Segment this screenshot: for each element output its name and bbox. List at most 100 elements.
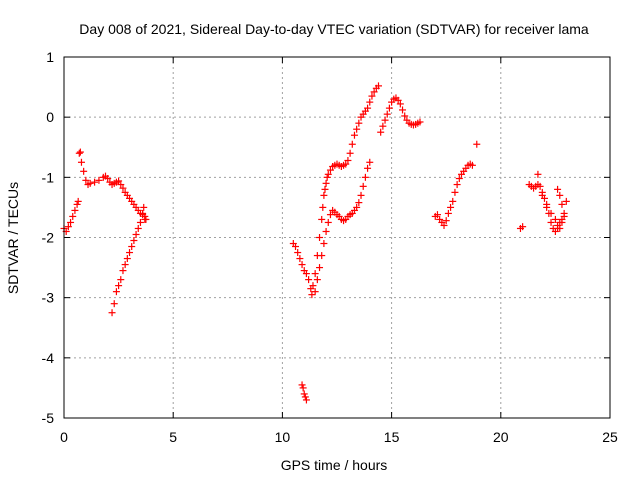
data-point [302, 270, 310, 278]
data-point [364, 104, 372, 112]
data-point [442, 217, 450, 225]
data-point [562, 197, 570, 205]
y-axis-label: SDTVAR / TECUs [5, 182, 21, 294]
x-tick-label: 0 [60, 429, 68, 445]
y-tick-label: 1 [46, 49, 54, 65]
data-point [141, 215, 149, 223]
data-points [60, 82, 570, 404]
data-point [64, 223, 72, 231]
data-point [551, 215, 559, 223]
data-point [401, 112, 409, 120]
x-tick-label: 10 [275, 429, 291, 445]
data-point [353, 125, 361, 133]
y-tick-label: -2 [42, 230, 55, 246]
data-point [519, 223, 527, 231]
data-point [82, 176, 90, 184]
data-point [301, 393, 309, 401]
data-point [110, 300, 118, 308]
data-point [134, 224, 142, 232]
data-point [318, 252, 326, 260]
data-point [316, 234, 324, 241]
data-point [560, 209, 568, 217]
data-point [126, 249, 134, 257]
x-axis-label: GPS time / hours [281, 457, 388, 473]
data-point [104, 175, 112, 183]
data-point [76, 148, 84, 156]
data-point [342, 160, 350, 168]
y-tick-label: 0 [46, 109, 54, 125]
data-point [321, 185, 329, 193]
data-point [366, 158, 374, 166]
data-point [379, 122, 387, 130]
data-point [366, 98, 374, 106]
data-point [305, 276, 313, 284]
y-tick-label: -5 [42, 410, 55, 426]
data-point [313, 276, 321, 284]
data-point [324, 218, 332, 226]
data-point [350, 131, 358, 139]
data-point [299, 384, 307, 392]
data-point [394, 96, 402, 104]
data-point [554, 185, 562, 193]
data-point [311, 288, 319, 296]
data-point [449, 197, 457, 205]
data-point [309, 282, 317, 290]
data-point [86, 179, 94, 187]
data-point [320, 191, 328, 199]
data-point [385, 104, 393, 112]
x-tick-label: 5 [169, 429, 177, 445]
data-point [132, 230, 140, 238]
data-point [119, 184, 127, 192]
data-point [292, 243, 300, 251]
data-point [130, 237, 138, 245]
data-point [296, 255, 304, 263]
data-point [455, 175, 463, 183]
data-point [123, 255, 131, 263]
x-tick-label: 25 [602, 429, 618, 445]
data-point [451, 188, 459, 196]
data-point [316, 264, 324, 272]
chart-title: Day 008 of 2021, Sidereal Day-to-day VTE… [79, 21, 589, 37]
data-point [359, 182, 367, 190]
data-point [112, 288, 120, 296]
data-point [377, 128, 385, 136]
x-tick-label: 20 [493, 429, 509, 445]
data-point [117, 181, 125, 189]
data-point [447, 203, 455, 211]
data-point [547, 209, 555, 217]
data-point [322, 179, 330, 187]
axis-ticks: 0 5 10 15 20 25 -5 -4 -3 -2 -1 0 1 [42, 49, 618, 445]
x-tick-label: 15 [384, 429, 400, 445]
y-tick-label: -1 [42, 169, 55, 185]
data-point [91, 178, 99, 186]
data-point [547, 218, 555, 226]
data-point [396, 100, 404, 108]
data-point [440, 221, 448, 229]
data-point [346, 149, 354, 157]
data-point [364, 164, 372, 172]
data-point [473, 140, 481, 148]
data-point [357, 191, 365, 199]
data-point [453, 181, 461, 189]
grid-lines [64, 57, 610, 418]
data-point [67, 218, 75, 226]
data-point [381, 116, 389, 124]
data-point [558, 218, 566, 226]
y-tick-label: -3 [42, 290, 55, 306]
data-point [128, 243, 136, 251]
data-point [444, 209, 452, 217]
data-point [121, 261, 129, 269]
data-point [311, 270, 319, 278]
data-point [433, 211, 441, 219]
data-point [115, 282, 123, 290]
data-point [322, 227, 330, 235]
data-point [468, 161, 476, 169]
data-point [536, 182, 544, 190]
data-point [355, 119, 363, 127]
data-point [117, 276, 125, 284]
data-point [324, 170, 332, 178]
data-point [558, 200, 566, 208]
data-point [399, 106, 407, 114]
data-point [370, 88, 378, 96]
